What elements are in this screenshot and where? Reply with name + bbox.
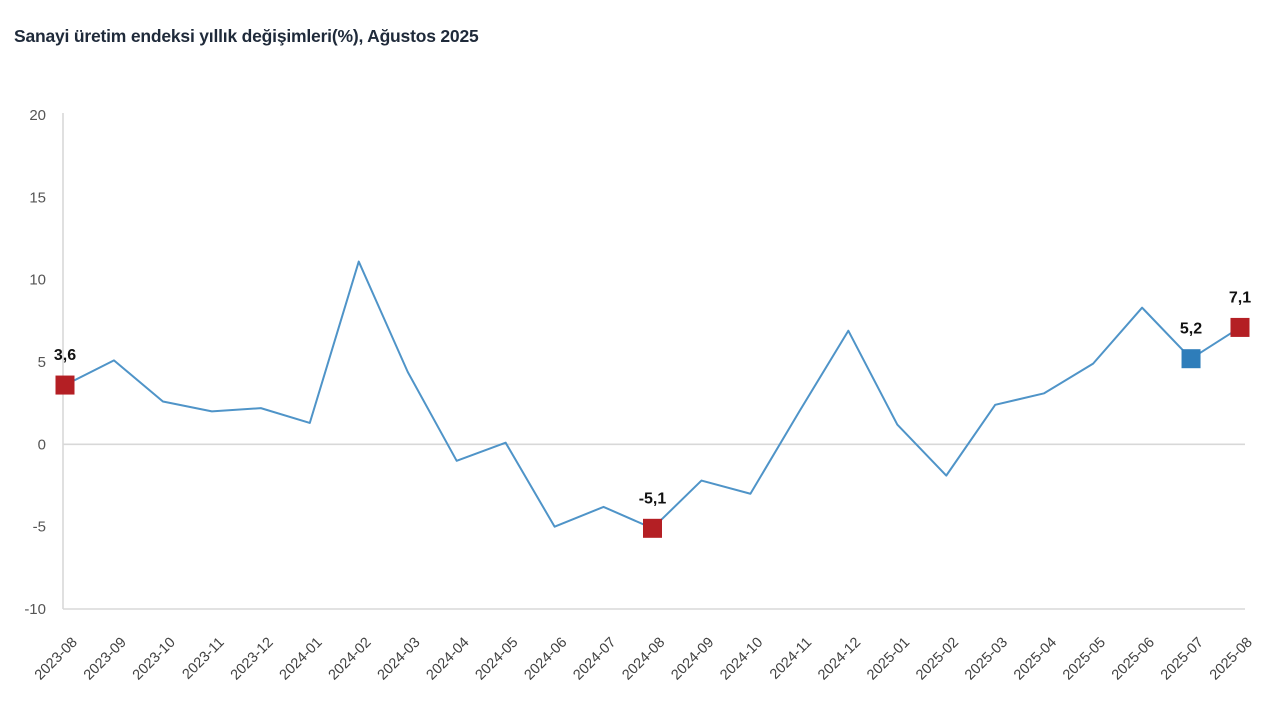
x-tick-label: 2023-08 xyxy=(32,635,81,684)
highlight-marker xyxy=(55,375,75,395)
x-tick-label: 2023-12 xyxy=(228,635,277,684)
data-label: 3,6 xyxy=(54,347,76,364)
x-tick-label: 2025-04 xyxy=(1011,635,1060,684)
y-tick-label: 0 xyxy=(38,436,46,453)
x-tick-label: 2024-12 xyxy=(815,635,864,684)
x-tick-label: 2025-05 xyxy=(1060,635,1109,684)
x-tick-label: 2023-11 xyxy=(180,635,228,683)
x-tick-label: 2025-08 xyxy=(1207,635,1256,684)
x-tick-label: 2024-06 xyxy=(521,635,570,684)
data-label: 5,2 xyxy=(1180,321,1202,338)
highlight-marker xyxy=(1230,317,1250,337)
highlight-marker xyxy=(642,518,662,538)
x-tick-label: 2024-04 xyxy=(424,635,473,684)
x-tick-label: 2024-02 xyxy=(326,635,375,684)
x-tick-label: 2024-09 xyxy=(668,635,717,684)
x-tick-label: 2024-07 xyxy=(570,635,619,684)
x-tick-label: 2025-01 xyxy=(864,635,913,684)
y-tick-label: 20 xyxy=(29,107,46,124)
series-line xyxy=(64,260,1241,530)
x-tick-label: 2025-03 xyxy=(962,635,1011,684)
y-tick-label: 15 xyxy=(29,189,46,206)
x-tick-label: 2024-10 xyxy=(717,635,766,684)
chart-title: Sanayi üretim endeksi yıllık değişimleri… xyxy=(14,26,479,46)
y-tick-label: -5 xyxy=(33,519,46,536)
y-tick-label: 10 xyxy=(29,272,46,289)
x-tick-label: 2023-09 xyxy=(81,635,130,684)
x-tick-label: 2024-05 xyxy=(473,635,522,684)
x-tick-label: 2024-08 xyxy=(619,635,668,684)
x-tick-label: 2023-10 xyxy=(130,635,179,684)
x-tick-label: 2025-07 xyxy=(1158,635,1207,684)
x-tick-label: 2024-03 xyxy=(375,635,424,684)
data-label: -5,1 xyxy=(639,490,667,507)
x-tick-label: 2024-01 xyxy=(277,635,326,684)
data-label: 7,1 xyxy=(1229,289,1251,306)
highlight-marker xyxy=(1181,349,1201,369)
x-tick-label: 2025-02 xyxy=(913,635,962,684)
y-tick-label: -10 xyxy=(24,601,46,618)
y-tick-label: 5 xyxy=(38,354,46,371)
x-tick-label: 2025-06 xyxy=(1109,635,1158,684)
x-tick-label: 2024-11 xyxy=(767,635,815,683)
